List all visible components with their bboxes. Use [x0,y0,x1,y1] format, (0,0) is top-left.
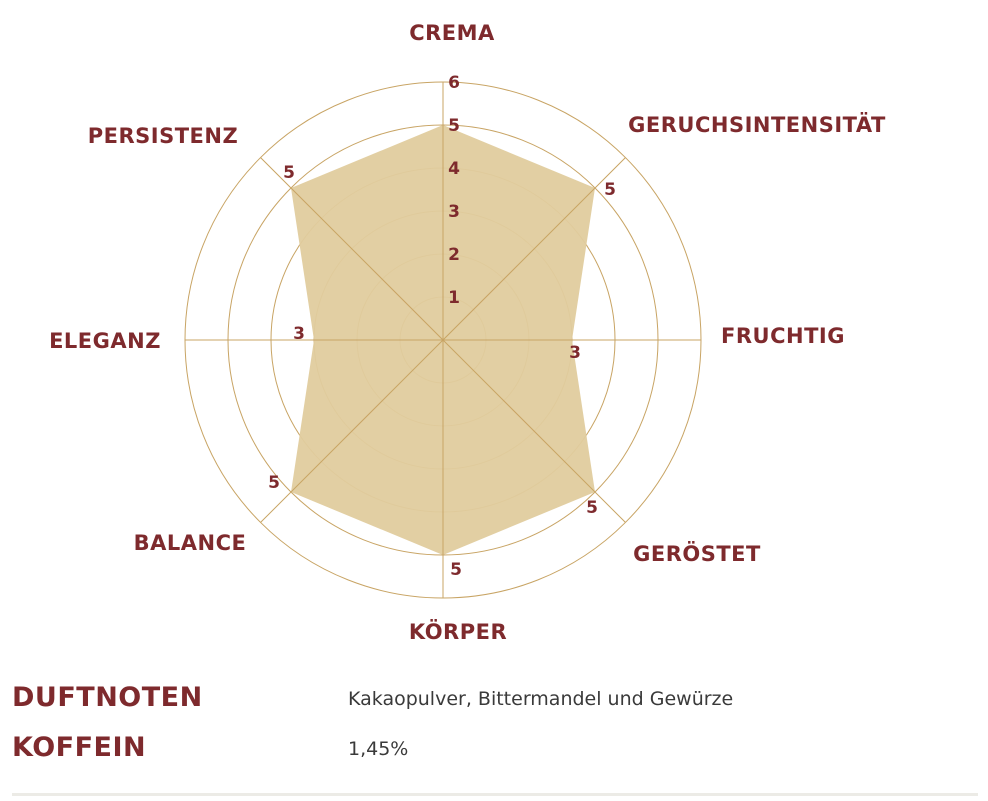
axis-label-persistenz: PERSISTENZ [88,124,238,148]
spoke-1 [442,157,626,341]
bottom-divider [12,793,978,796]
value-label-2: 3 [569,343,581,363]
radar-chart: 1 2 3 4 5 6 5 3 5 5 5 3 5 CREMA GERUCHSINTENSITÄT FRU… [49,21,886,644]
duftnoten-value: Kakaopulver, Bittermandel und Gewürze [348,688,734,710]
value-label-7: 5 [283,163,295,183]
value-label-4: 5 [450,560,462,580]
tick-label-5: 5 [448,116,460,136]
axis-label-eleganz: ELEGANZ [49,329,161,353]
axis-label-crema: CREMA [409,21,495,45]
spoke-7 [260,157,444,341]
tick-label-4: 4 [448,159,460,179]
axis-label-balance: BALANCE [134,531,247,555]
spoke-5 [260,339,444,523]
axis-label-geröstet: GERÖSTET [633,541,761,566]
value-label-1: 5 [604,180,616,200]
axis-label-körper: KÖRPER [409,619,507,644]
spoke-3 [442,339,626,523]
axis-label-geruchsintensität: GERUCHSINTENSITÄT [628,112,886,137]
duftnoten-label: DUFTNOTEN [12,682,203,713]
value-label-3: 5 [586,498,598,518]
radar-axis-labels: CREMA GERUCHSINTENSITÄT FRUCHTIG GERÖSTET KÖ… [49,21,886,644]
koffein-label: KOFFEIN [12,732,147,763]
tick-label-3: 3 [448,202,460,222]
info-row-duftnoten: DUFTNOTEN Kakaopulver, Bittermandel und … [12,682,972,718]
value-label-5: 5 [268,473,280,493]
radar-tick-labels: 1 2 3 4 5 6 [448,73,460,308]
axis-label-fruchtig: FRUCHTIG [721,324,845,348]
radar-value-labels: 5 3 5 5 5 3 5 [268,163,616,580]
radar-spokes [185,82,701,598]
info-row-koffein: KOFFEIN 1,45% [12,732,972,768]
value-label-6: 3 [293,324,305,344]
tick-label-1: 1 [448,288,460,308]
koffein-value: 1,45% [348,738,409,760]
tick-label-6: 6 [448,73,460,93]
tick-label-2: 2 [448,245,460,265]
